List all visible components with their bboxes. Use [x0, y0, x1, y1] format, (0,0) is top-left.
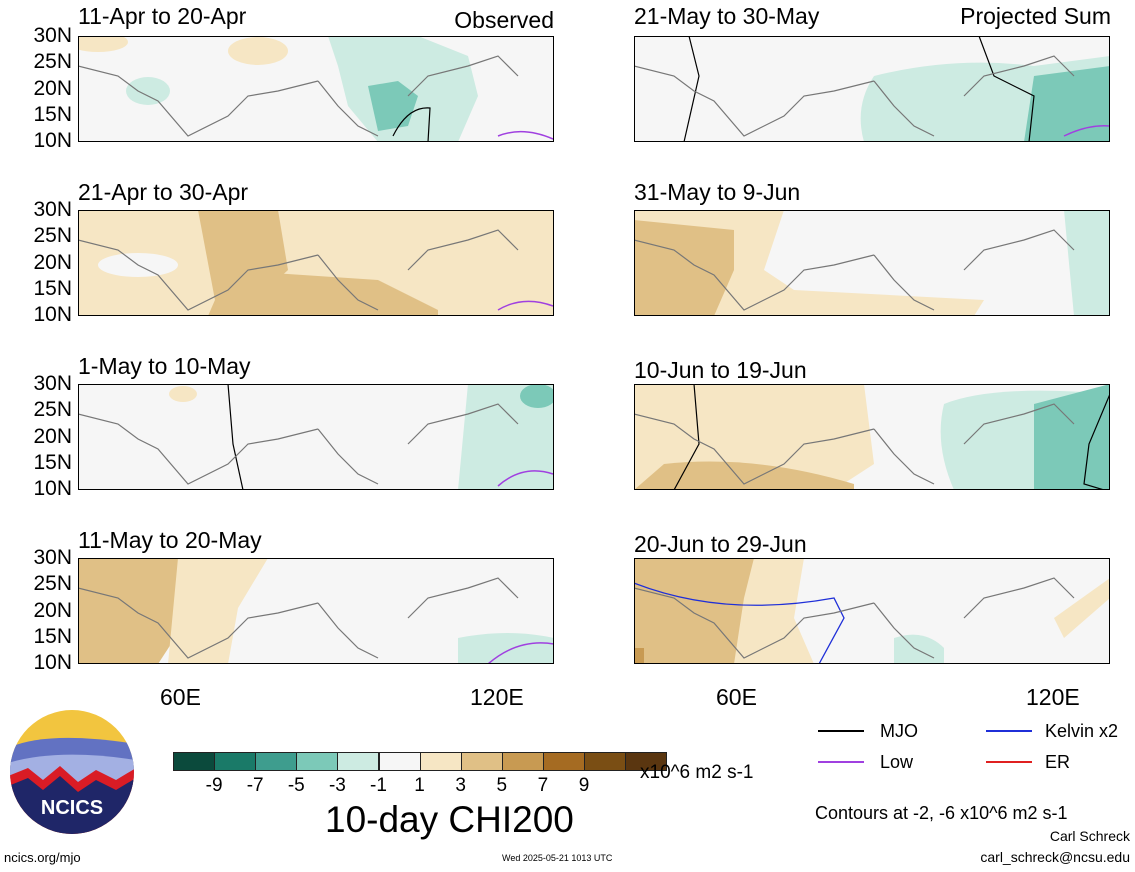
- map-panel-3: [78, 384, 554, 490]
- colorbar-title: 10-day CHI200: [325, 799, 574, 840]
- kelvin-legend-label: Kelvin x2: [1045, 721, 1119, 741]
- colorbar-tick-label: -7: [246, 775, 264, 796]
- colorbar-swatch: [460, 752, 503, 771]
- lat-label: 15N: [33, 103, 72, 126]
- panel-title-3: 1-May to 10-May: [78, 353, 251, 379]
- lon-label-left-60e: 60E: [160, 684, 201, 710]
- kelvin-legend-line: [986, 730, 1032, 732]
- lat-label: 25N: [33, 398, 72, 421]
- lat-label: 10N: [33, 477, 72, 500]
- footer-timestamp: Wed 2025-05-21 1013 UTC: [502, 853, 613, 863]
- lat-label: 30N: [33, 546, 72, 569]
- colorbar-tick-label: -9: [205, 775, 223, 796]
- colorbar-units: x10^6 m2 s-1: [640, 762, 754, 783]
- lat-label: 20N: [33, 425, 72, 448]
- colorbar-swatch: [173, 752, 216, 771]
- colorbar-swatch: [378, 752, 421, 771]
- lat-label: 25N: [33, 224, 72, 247]
- map-panel-5: [634, 36, 1110, 142]
- colorbar-swatch: [584, 752, 627, 771]
- colorbar-swatch: [296, 752, 339, 771]
- map-panel-6: [634, 210, 1110, 316]
- colorbar-swatch: [255, 752, 298, 771]
- colorbar-swatch: [419, 752, 462, 771]
- lat-label: 20N: [33, 599, 72, 622]
- colorbar-swatch: [542, 752, 585, 771]
- lat-label: 25N: [33, 572, 72, 595]
- panel-title-8: 20-Jun to 29-Jun: [634, 531, 807, 557]
- mjo-legend-line: [818, 730, 864, 732]
- lon-label-left-120e: 120E: [470, 684, 524, 710]
- lat-label: 10N: [33, 129, 72, 152]
- panel-title-2: 21-Apr to 30-Apr: [78, 179, 249, 205]
- colorbar-swatch: [337, 752, 380, 771]
- colorbar-swatch: [214, 752, 257, 771]
- panel-title-6: 31-May to 9-Jun: [634, 179, 801, 205]
- lon-label-right-60e: 60E: [716, 684, 757, 710]
- low-legend-line: [818, 761, 864, 763]
- lat-label: 25N: [33, 50, 72, 73]
- map-panel-4: [78, 558, 554, 664]
- credit-author: Carl Schreck: [1049, 828, 1130, 844]
- lat-label: 30N: [33, 372, 72, 395]
- ncics-logo: NCICS: [10, 710, 134, 834]
- credit-email: carl_schreck@ncsu.edu: [980, 849, 1130, 865]
- lon-label-right-120e: 120E: [1026, 684, 1080, 710]
- colorbar-tick-label: -1: [370, 775, 387, 796]
- lat-label: 15N: [33, 451, 72, 474]
- lat-label: 20N: [33, 77, 72, 100]
- colorbar-tick-label: 3: [455, 775, 466, 796]
- panel-title-7: 10-Jun to 19-Jun: [634, 357, 807, 383]
- colorbar-tick-label: 7: [537, 775, 549, 796]
- map-panel-2: [78, 210, 554, 316]
- panel-title-1: 11-Apr to 20-Apr: [78, 3, 247, 29]
- map-panel-1: [78, 36, 554, 142]
- colorbar-tick-label: 9: [578, 775, 590, 796]
- lat-label: 10N: [33, 651, 72, 674]
- colorbar-tick-label: 1: [414, 775, 425, 796]
- colorbar-tick-label: -5: [287, 775, 305, 796]
- panel-title-5: 21-May to 30-May: [634, 3, 820, 29]
- map-panel-7: [634, 384, 1110, 490]
- lat-label: 30N: [33, 24, 72, 47]
- colorbar-tick-label: -3: [328, 775, 346, 796]
- er-legend-label: ER: [1045, 752, 1071, 772]
- lat-label: 20N: [33, 251, 72, 274]
- contours-note: Contours at -2, -6 x10^6 m2 s-1: [815, 803, 1068, 823]
- logo-text: NCICS: [41, 797, 103, 819]
- map-panel-8: [634, 558, 1110, 664]
- colorbar-tick-label: 5: [496, 775, 508, 796]
- mjo-legend-label: MJO: [880, 721, 918, 741]
- footer-url[interactable]: ncics.org/mjo: [4, 850, 81, 865]
- er-legend-line: [986, 761, 1032, 763]
- panel-title-4: 11-May to 20-May: [78, 527, 262, 553]
- lat-label: 15N: [33, 277, 72, 300]
- lat-label: 30N: [33, 198, 72, 221]
- low-legend-label: Low: [880, 752, 914, 772]
- colorbar-swatch: [501, 752, 544, 771]
- lat-label: 10N: [33, 303, 72, 326]
- projected-sum-label: Projected Sum: [960, 3, 1111, 29]
- observed-label: Observed: [454, 7, 554, 33]
- lat-label: 15N: [33, 625, 72, 648]
- colorbar-swatch: [625, 752, 668, 771]
